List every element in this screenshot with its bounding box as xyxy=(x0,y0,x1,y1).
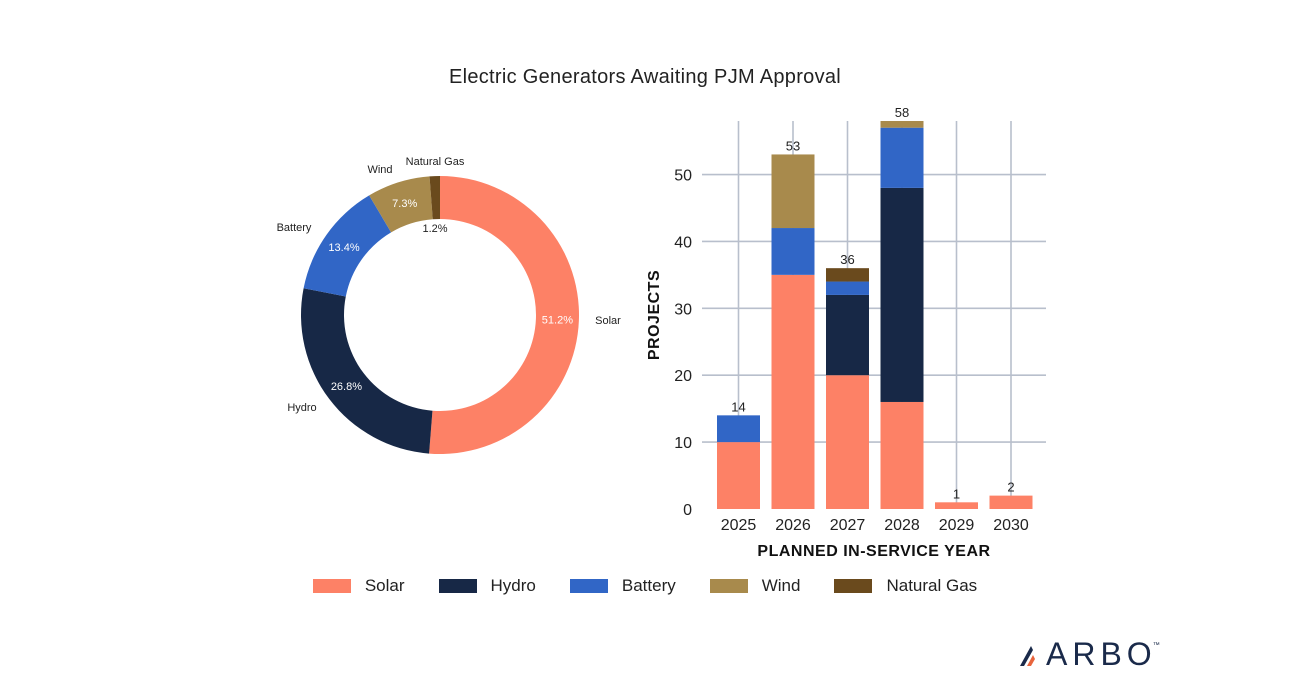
arbo-logo-tm: ™ xyxy=(1152,642,1160,649)
legend-label-battery: Battery xyxy=(621,576,676,595)
donut-value-label-natural-gas: 1.2% xyxy=(422,223,447,235)
y-tick-label: 0 xyxy=(683,502,692,519)
donut-value-label-solar: 51.2% xyxy=(542,315,573,327)
y-tick-label: 40 xyxy=(674,234,692,251)
y-tick-label: 20 xyxy=(674,368,692,385)
x-tick-label: 2026 xyxy=(775,517,811,534)
bar-segment-hydro-2028 xyxy=(880,187,924,402)
y-tick-label: 30 xyxy=(674,301,692,318)
legend-label-hydro: Hydro xyxy=(490,576,536,595)
donut-category-label-battery: Battery xyxy=(277,222,312,234)
donut-value-label-hydro: 26.8% xyxy=(331,381,362,393)
donut-slice-wind xyxy=(369,176,433,233)
bar-segment-battery-2026 xyxy=(771,228,815,275)
donut-value-label-wind: 7.3% xyxy=(392,198,417,210)
legend-swatch-battery xyxy=(569,579,608,593)
bar-segment-solar-2027 xyxy=(826,375,869,509)
x-axis-title: PLANNED IN-SERVICE YEAR xyxy=(757,543,990,560)
bar-segment-battery-2027 xyxy=(826,281,869,295)
donut-slice-natural-gas xyxy=(429,176,440,220)
x-tick-label: 2029 xyxy=(939,517,975,534)
bar-segment-solar-2025 xyxy=(717,442,760,509)
donut-slice-hydro xyxy=(300,288,433,454)
bar-segment-battery-2028 xyxy=(880,127,924,188)
bar-segment-wind-2026 xyxy=(771,154,815,229)
arbo-logo-text: ARBO xyxy=(1046,636,1157,672)
x-tick-label: 2030 xyxy=(993,517,1029,534)
y-tick-label: 50 xyxy=(674,168,692,185)
stacked-bar-chart: 0102030405014202553202636202758202812029… xyxy=(646,105,1046,560)
legend-item-wind: Wind xyxy=(709,576,801,596)
legend-item-battery: Battery xyxy=(569,576,676,596)
donut-value-label-battery: 13.4% xyxy=(328,242,359,254)
donut-slice-solar xyxy=(429,176,580,454)
bar-segment-solar-2030 xyxy=(989,495,1033,509)
bar-segment-battery-2025 xyxy=(717,415,760,443)
legend-item-natural-gas: Natural Gas xyxy=(834,576,977,596)
donut-category-label-hydro: Hydro xyxy=(287,402,316,414)
legend-label-wind: Wind xyxy=(761,576,801,595)
y-tick-label: 10 xyxy=(674,435,692,452)
legend-label-solar: Solar xyxy=(364,576,405,595)
donut-chart: 51.2% Solar 26.8% Hydro 13.4% Battery 7.3% Wind… xyxy=(277,156,621,454)
legend-label-natural-gas: Natural Gas xyxy=(886,576,978,595)
legend-swatch-natural-gas xyxy=(834,579,873,593)
arbo-logo-icon xyxy=(1020,645,1035,666)
bar-total-label-2027: 36 xyxy=(840,252,854,267)
y-axis-title: PROJECTS xyxy=(646,270,663,360)
arbo-logo: ARBO ™ xyxy=(1018,636,1160,673)
bar-total-label-2025: 14 xyxy=(731,399,745,414)
donut-slice-battery xyxy=(303,195,392,297)
chart-title: Electric Generators Awaiting PJM Approva… xyxy=(448,66,842,88)
bar-segment-natural-gas-2027 xyxy=(826,268,869,282)
legend-item-solar: Solar xyxy=(312,576,405,596)
bar-segment-solar-2029 xyxy=(935,502,978,509)
x-tick-label: 2025 xyxy=(721,517,757,534)
legend: Solar Hydro Battery Wind Natural Gas xyxy=(0,576,1290,596)
bar-total-label-2028: 58 xyxy=(895,105,909,120)
bar-segment-solar-2028 xyxy=(880,401,924,509)
bar-segment-wind-2028 xyxy=(880,121,924,128)
x-tick-label: 2028 xyxy=(884,517,920,534)
donut-category-label-natural-gas: Natural Gas xyxy=(406,156,465,168)
bar-total-label-2026: 53 xyxy=(786,138,800,153)
bar-total-label-2029: 1 xyxy=(953,486,960,501)
donut-category-label-solar: Solar xyxy=(595,315,621,327)
donut-category-label-wind: Wind xyxy=(367,164,392,176)
legend-swatch-wind xyxy=(709,579,748,593)
bar-segment-hydro-2027 xyxy=(826,294,869,376)
bar-total-label-2030: 2 xyxy=(1007,480,1014,495)
bar-segment-solar-2026 xyxy=(771,274,815,509)
legend-item-hydro: Hydro xyxy=(438,576,536,596)
legend-swatch-hydro xyxy=(438,579,477,593)
x-tick-label: 2027 xyxy=(830,517,866,534)
legend-swatch-solar xyxy=(312,579,351,593)
